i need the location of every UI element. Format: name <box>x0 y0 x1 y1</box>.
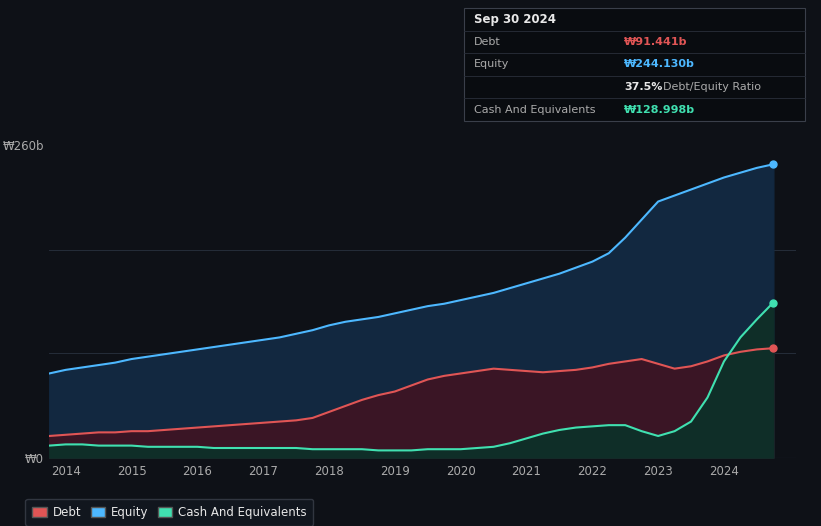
Text: Equity: Equity <box>474 59 509 69</box>
Text: Sep 30 2024: Sep 30 2024 <box>474 13 556 26</box>
Point <box>767 298 780 307</box>
Point <box>767 344 780 352</box>
Text: ₩91.441b: ₩91.441b <box>624 37 687 47</box>
Text: Debt/Equity Ratio: Debt/Equity Ratio <box>663 82 761 92</box>
Text: Debt: Debt <box>474 37 501 47</box>
Point <box>767 160 780 168</box>
Legend: Debt, Equity, Cash And Equivalents: Debt, Equity, Cash And Equivalents <box>25 499 314 526</box>
Text: Cash And Equivalents: Cash And Equivalents <box>474 105 595 115</box>
Text: 37.5%: 37.5% <box>624 82 663 92</box>
Text: ₩244.130b: ₩244.130b <box>624 59 695 69</box>
Text: ₩128.998b: ₩128.998b <box>624 105 695 115</box>
